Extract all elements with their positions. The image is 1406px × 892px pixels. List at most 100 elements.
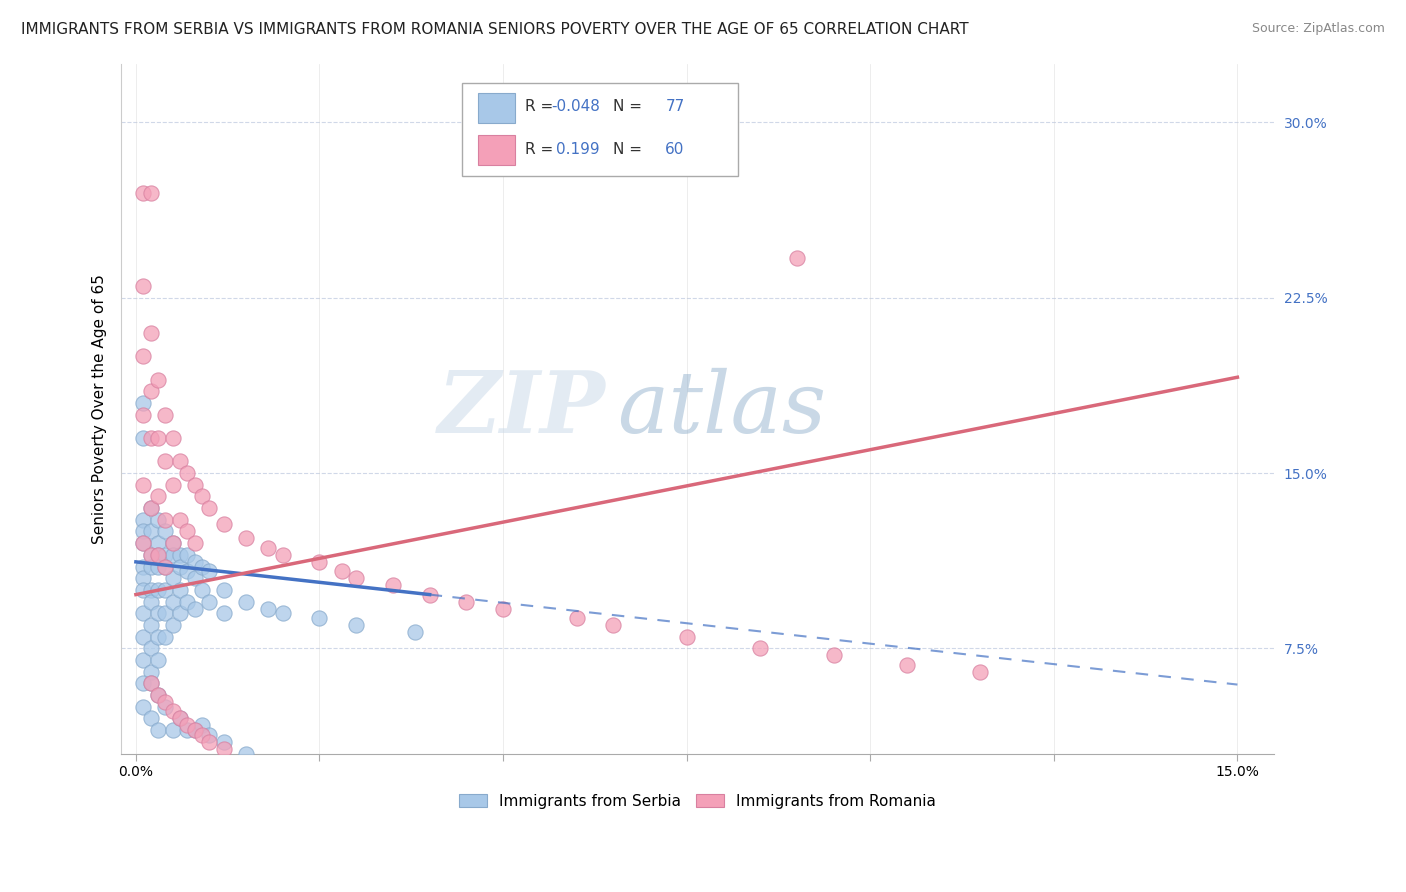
Point	[146, 548, 169, 562]
Point	[132, 607, 155, 621]
Point	[146, 582, 169, 597]
Point	[155, 699, 177, 714]
Point	[212, 582, 235, 597]
Point	[162, 536, 184, 550]
Point	[155, 524, 177, 539]
Point	[169, 454, 191, 468]
Point	[198, 735, 221, 749]
Point	[139, 524, 162, 539]
Point	[146, 688, 169, 702]
Point	[492, 601, 515, 615]
Point	[176, 548, 198, 562]
Point	[823, 648, 845, 663]
Point	[565, 611, 588, 625]
Point	[155, 559, 177, 574]
Point	[132, 571, 155, 585]
Point	[183, 723, 205, 738]
Point	[176, 466, 198, 480]
Point	[456, 594, 478, 608]
Point	[146, 490, 169, 504]
Point	[198, 594, 221, 608]
Point	[155, 630, 177, 644]
Point	[139, 326, 162, 340]
Point	[146, 653, 169, 667]
Text: ZIP: ZIP	[437, 367, 606, 450]
Point	[191, 490, 214, 504]
Point	[139, 548, 162, 562]
Point	[191, 582, 214, 597]
Point	[749, 641, 772, 656]
Point	[183, 571, 205, 585]
Point	[139, 711, 162, 725]
Point	[139, 582, 162, 597]
Point	[139, 186, 162, 200]
Point	[176, 524, 198, 539]
Point	[132, 431, 155, 445]
Point	[176, 723, 198, 738]
Point	[146, 513, 169, 527]
Point	[212, 607, 235, 621]
Point	[344, 571, 367, 585]
Point	[162, 431, 184, 445]
Point	[169, 582, 191, 597]
Point	[162, 705, 184, 719]
Point	[146, 630, 169, 644]
Point	[132, 536, 155, 550]
Point	[271, 548, 294, 562]
Point	[183, 477, 205, 491]
Point	[132, 653, 155, 667]
Point	[162, 477, 184, 491]
Point	[330, 564, 353, 578]
Legend: Immigrants from Serbia, Immigrants from Romania: Immigrants from Serbia, Immigrants from …	[453, 788, 942, 814]
Point	[162, 618, 184, 632]
Point	[271, 607, 294, 621]
Point	[183, 555, 205, 569]
Point	[146, 723, 169, 738]
Point	[675, 630, 697, 644]
Point	[419, 588, 441, 602]
Point	[155, 559, 177, 574]
Point	[139, 676, 162, 690]
Point	[146, 373, 169, 387]
Point	[257, 601, 280, 615]
Point	[139, 618, 162, 632]
Point	[155, 408, 177, 422]
Point	[198, 564, 221, 578]
Point	[169, 711, 191, 725]
Point	[786, 251, 808, 265]
Point	[308, 555, 330, 569]
Point	[146, 559, 169, 574]
Point	[139, 501, 162, 516]
Point	[212, 742, 235, 756]
Text: IMMIGRANTS FROM SERBIA VS IMMIGRANTS FROM ROMANIA SENIORS POVERTY OVER THE AGE O: IMMIGRANTS FROM SERBIA VS IMMIGRANTS FRO…	[21, 22, 969, 37]
Point	[198, 501, 221, 516]
Point	[191, 718, 214, 732]
Point	[308, 611, 330, 625]
Text: Source: ZipAtlas.com: Source: ZipAtlas.com	[1251, 22, 1385, 36]
Point	[176, 564, 198, 578]
Point	[132, 349, 155, 363]
Point	[132, 408, 155, 422]
Point	[132, 630, 155, 644]
Point	[235, 747, 257, 761]
Point	[132, 396, 155, 410]
Point	[162, 594, 184, 608]
Point	[212, 517, 235, 532]
Point	[162, 536, 184, 550]
Point	[132, 524, 155, 539]
Point	[183, 601, 205, 615]
Point	[139, 501, 162, 516]
Point	[132, 186, 155, 200]
Point	[139, 431, 162, 445]
Point	[146, 548, 169, 562]
Point	[139, 641, 162, 656]
Point	[162, 571, 184, 585]
Point	[132, 559, 155, 574]
Point	[139, 548, 162, 562]
Point	[896, 657, 918, 672]
Point	[155, 513, 177, 527]
Point	[162, 548, 184, 562]
Point	[169, 559, 191, 574]
Point	[139, 559, 162, 574]
Point	[602, 618, 624, 632]
